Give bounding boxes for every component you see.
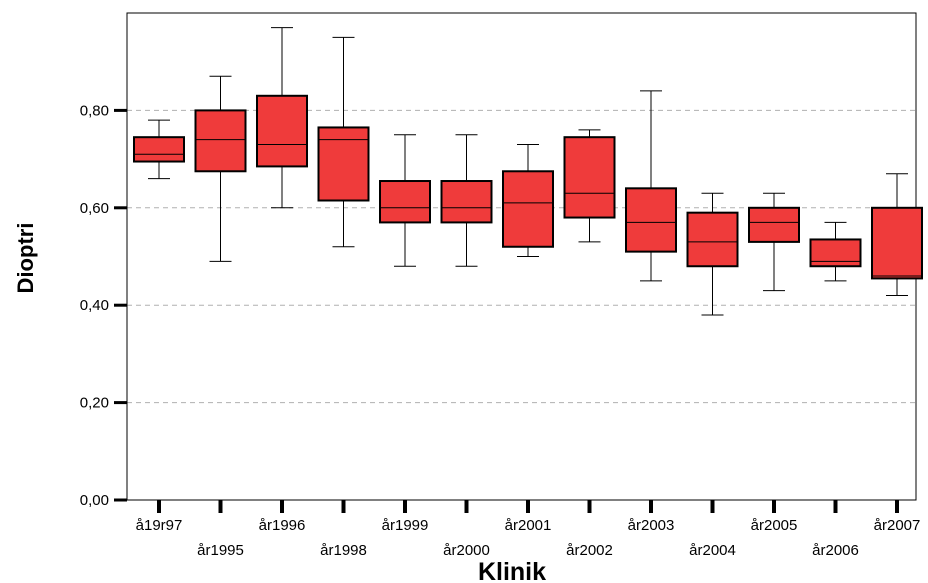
x-tick-label: år2006 [812, 542, 859, 559]
box-group [563, 129, 616, 243]
x-tick-label: år1998 [320, 542, 367, 559]
box-iqr [133, 136, 185, 163]
box-iqr [748, 206, 800, 243]
axes: 0,00 0,20 0,40 0,60 0,80 å19r97 år1995 år1996 år… [80, 13, 921, 559]
box-iqr [256, 94, 308, 168]
box-iqr [194, 109, 247, 173]
y-tick-label: 0,20 [80, 395, 109, 412]
box-iqr [686, 211, 739, 268]
x-tick-label: år2002 [566, 542, 613, 559]
y-axis-title: Dioptri [13, 223, 38, 294]
box-group [809, 221, 862, 282]
box-group [502, 143, 554, 257]
y-tick-label: 0,00 [80, 492, 109, 509]
x-tick-label: å19r97 [136, 517, 183, 534]
x-tick-label: år1996 [259, 517, 306, 534]
box-group [440, 134, 493, 267]
box-iqr [809, 238, 862, 268]
box-group [748, 192, 800, 292]
box-group [871, 173, 923, 296]
x-tick-label: år2007 [874, 517, 921, 534]
box-iqr [317, 126, 370, 202]
box-group [256, 27, 308, 209]
box-iqr [502, 170, 554, 248]
box-group [317, 36, 370, 248]
x-axis-title: Klinik [478, 558, 546, 583]
box-group [379, 134, 431, 267]
box-iqr [440, 180, 493, 224]
box-group [194, 75, 247, 262]
x-tick-label: år1999 [382, 517, 429, 534]
box-iqr [625, 187, 677, 253]
x-tick-label: år1995 [197, 542, 244, 559]
x-tick-label: år2000 [443, 542, 490, 559]
y-tick-label: 0,60 [80, 200, 109, 217]
y-tick-label: 0,40 [80, 297, 109, 314]
x-tick-label: år2003 [628, 517, 675, 534]
x-tick-label: år2004 [689, 542, 736, 559]
y-tick-label: 0,80 [80, 102, 109, 119]
boxes [133, 27, 923, 316]
box-iqr [379, 180, 431, 224]
box-iqr [871, 206, 923, 280]
x-tick-label: år2001 [505, 517, 552, 534]
box-group [625, 90, 677, 282]
box-group [133, 119, 185, 180]
box-iqr [563, 136, 616, 219]
box-group [686, 192, 739, 316]
x-tick-label: år2005 [751, 517, 798, 534]
